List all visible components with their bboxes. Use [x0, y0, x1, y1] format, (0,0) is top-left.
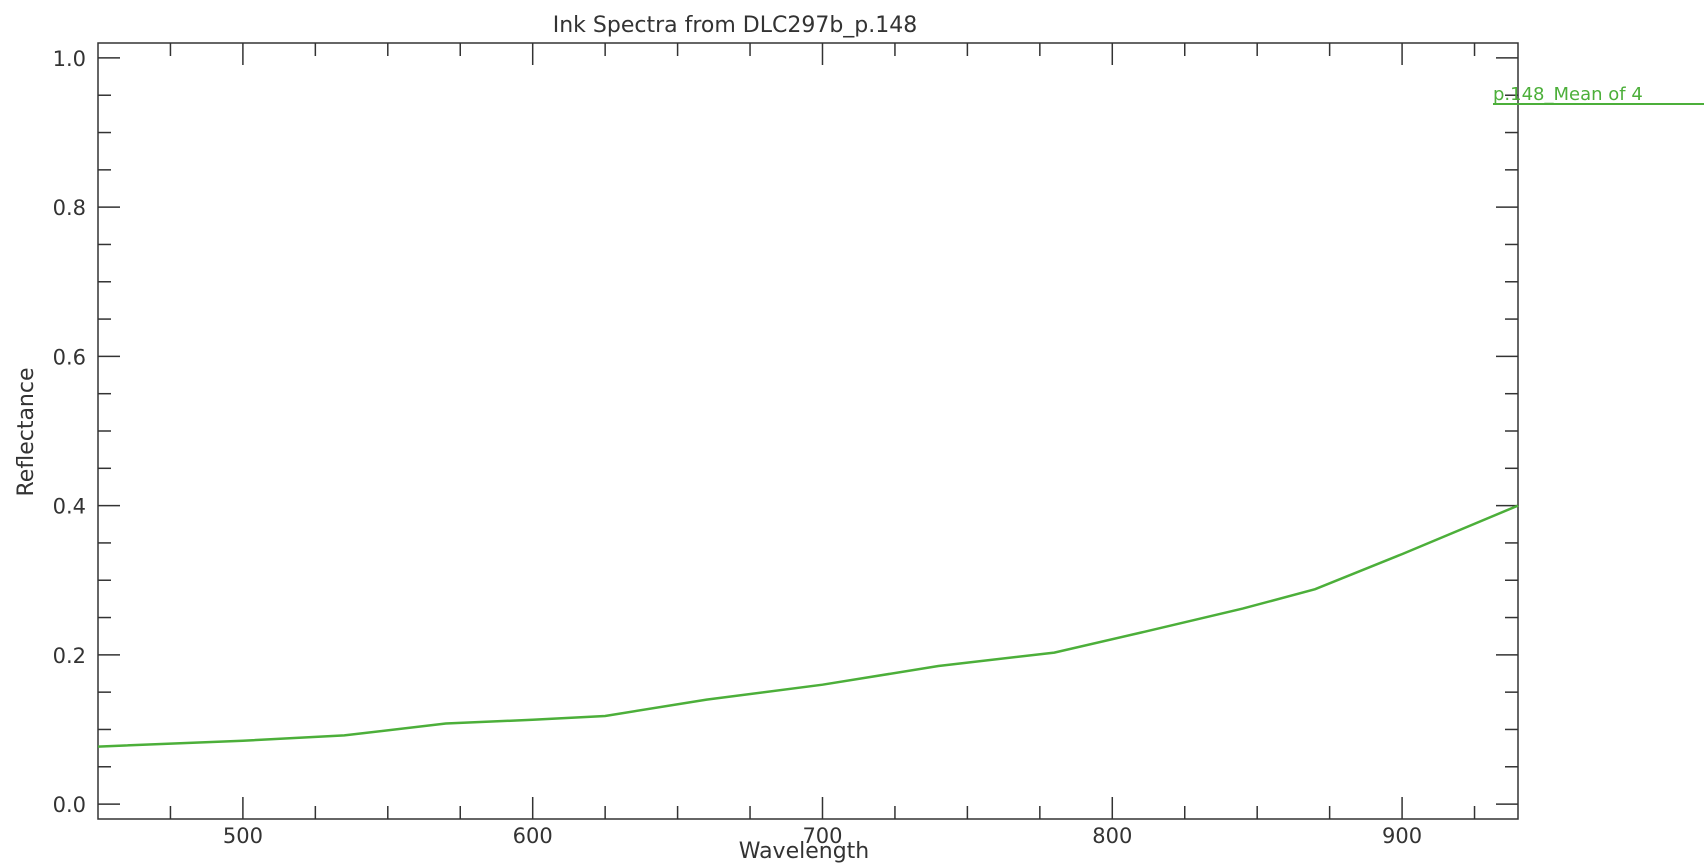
x-tick-label: 900: [1382, 824, 1422, 848]
x-axis-label: Wavelength: [739, 839, 870, 864]
y-tick-label: 0.2: [53, 644, 86, 668]
chart-title: Ink Spectra from DLC297b_p.148: [553, 13, 918, 38]
tick-labels: 500 600 700 800 900 0.0 0.2 0.4 0.6 0.8 1.0: [53, 47, 1423, 848]
legend-label: p.148_Mean of 4: [1493, 84, 1643, 105]
y-axis-label: Reflectance: [14, 367, 39, 496]
x-tick-label: 500: [223, 824, 263, 848]
series-line: [97, 504, 1519, 748]
y-tick-label: 0.4: [53, 495, 86, 519]
legend: p.148_Mean of 4: [1493, 84, 1704, 105]
y-tick-label: 0.8: [53, 196, 86, 220]
axis-ticks: [98, 43, 1518, 819]
y-tick-label: 0.6: [53, 345, 86, 369]
x-tick-label: 800: [1092, 824, 1132, 848]
x-tick-label: 700: [802, 824, 842, 848]
x-tick-label: 600: [513, 824, 553, 848]
plot-frame: [97, 42, 1519, 820]
y-tick-label: 0.0: [53, 793, 86, 817]
y-tick-label: 1.0: [53, 47, 86, 71]
